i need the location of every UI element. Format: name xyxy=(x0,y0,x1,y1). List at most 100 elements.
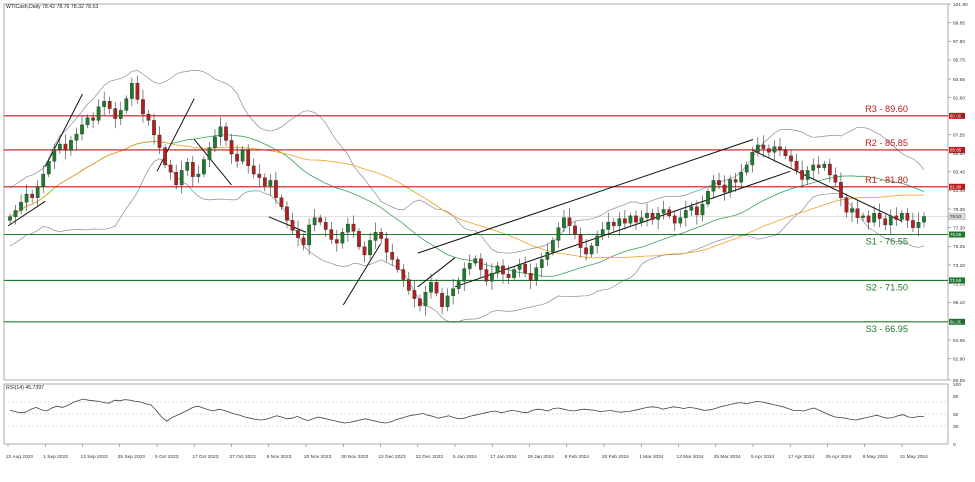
candle-body xyxy=(440,293,444,307)
candle-body xyxy=(827,163,832,176)
candle-body xyxy=(816,164,821,168)
x-tick-label: 12 Dec 2023 xyxy=(379,454,407,460)
candle-body xyxy=(96,106,101,121)
chart-title: WTICash,Daily 78.42 78.76 78.32 78.53 xyxy=(6,4,98,10)
candle-body xyxy=(717,180,721,186)
candle-body xyxy=(157,134,162,148)
candle-body xyxy=(916,222,921,228)
rsi-y-tick-label: 50 xyxy=(953,412,959,418)
x-tick-label: 25 Sep 2023 xyxy=(118,454,146,460)
candle-body xyxy=(124,98,129,111)
candle-body xyxy=(373,232,378,241)
candle-body xyxy=(689,206,694,211)
y-tick-label: 99.85 xyxy=(953,20,965,26)
candle-body xyxy=(922,216,926,223)
candle-body xyxy=(623,218,627,224)
candle-body xyxy=(478,258,483,270)
candle-body xyxy=(761,144,766,149)
x-tick-label: 8 Feb 2024 xyxy=(565,454,590,460)
x-tick-label: 25 Mar 2024 xyxy=(714,454,741,460)
level-price-tag-text: 66.95 xyxy=(950,319,962,324)
bollinger-upper xyxy=(9,69,925,254)
candle-body xyxy=(41,173,46,187)
candle-body xyxy=(850,208,854,213)
candle-body xyxy=(207,147,212,160)
rsi-y-tick-label: 30 xyxy=(953,424,959,430)
x-tick-label: 30 Nov 2023 xyxy=(341,454,369,460)
candle-body xyxy=(80,124,84,135)
candle-body xyxy=(406,279,411,291)
trendline xyxy=(454,170,791,288)
candle-body xyxy=(141,99,145,115)
x-tick-label: 8 Nov 2023 xyxy=(267,454,292,460)
level-price-tag xyxy=(949,277,965,284)
candle-body xyxy=(296,230,300,238)
trendline xyxy=(417,257,456,288)
candle-body xyxy=(246,149,251,167)
x-tick-label: 13 Mar 2024 xyxy=(677,454,704,460)
trendline-layer xyxy=(7,93,903,306)
candle-body xyxy=(268,180,273,187)
candle-body xyxy=(412,290,417,299)
candle-body xyxy=(911,220,915,228)
y-tick-label: 85.50 xyxy=(953,151,965,157)
candle-body xyxy=(274,180,278,198)
candle-body xyxy=(567,217,572,227)
candle-body xyxy=(24,193,29,203)
y-tick-label: 83.45 xyxy=(953,170,965,176)
level-price-tag-text: 76.55 xyxy=(950,232,962,237)
candle-body xyxy=(384,238,389,253)
candle-body xyxy=(578,233,583,248)
candle-body xyxy=(750,152,755,166)
candle-body xyxy=(312,217,317,226)
candle-body xyxy=(772,146,777,153)
candle-body xyxy=(8,216,12,221)
level-price-tag xyxy=(949,318,965,325)
candle-body xyxy=(661,209,666,214)
candle-body xyxy=(213,136,217,148)
candle-body xyxy=(301,237,306,246)
candles-layer xyxy=(8,75,926,316)
y-tick-label: 69.10 xyxy=(953,300,965,306)
rsi-layer: 100 80 50 30 0 xyxy=(4,382,961,448)
candle-body xyxy=(445,295,450,307)
candle-body xyxy=(346,223,350,233)
candle-body xyxy=(523,263,528,274)
candle-body xyxy=(63,143,68,151)
level-price-tag xyxy=(949,146,965,153)
candle-body xyxy=(606,222,611,230)
candle-body xyxy=(323,222,328,230)
candle-body xyxy=(257,173,262,178)
level-price-tag-text: 71.50 xyxy=(950,278,962,283)
candle-body xyxy=(822,163,827,168)
trendline xyxy=(44,93,83,167)
candle-body xyxy=(783,149,788,157)
candle-body xyxy=(811,164,816,171)
candle-body xyxy=(573,225,577,235)
candle-body xyxy=(251,165,256,175)
y-tick-label: 89.60 xyxy=(953,114,965,120)
y-tick-label: 77.30 xyxy=(953,225,965,231)
candle-body xyxy=(672,215,677,224)
candle-body xyxy=(285,206,289,221)
candle-body xyxy=(899,212,904,220)
candle-body xyxy=(434,282,439,294)
x-tick-label: 13 Sep 2023 xyxy=(81,454,109,460)
x-tick-label: 21 May 2024 xyxy=(900,454,928,460)
trendline xyxy=(342,243,381,306)
candle-body xyxy=(639,217,644,223)
candle-body xyxy=(739,172,744,183)
x-tick-label: 1 Sep 2023 xyxy=(43,454,68,460)
candle-body xyxy=(905,212,910,221)
candle-body xyxy=(52,149,57,162)
candle-body xyxy=(755,144,760,153)
candle-body xyxy=(135,82,140,100)
candle-body xyxy=(833,174,838,183)
candle-body xyxy=(74,133,79,141)
candle-body xyxy=(351,223,356,232)
candle-body xyxy=(340,232,345,244)
candle-body xyxy=(113,108,118,119)
x-tick-label: 27 Oct 2023 xyxy=(230,454,256,460)
